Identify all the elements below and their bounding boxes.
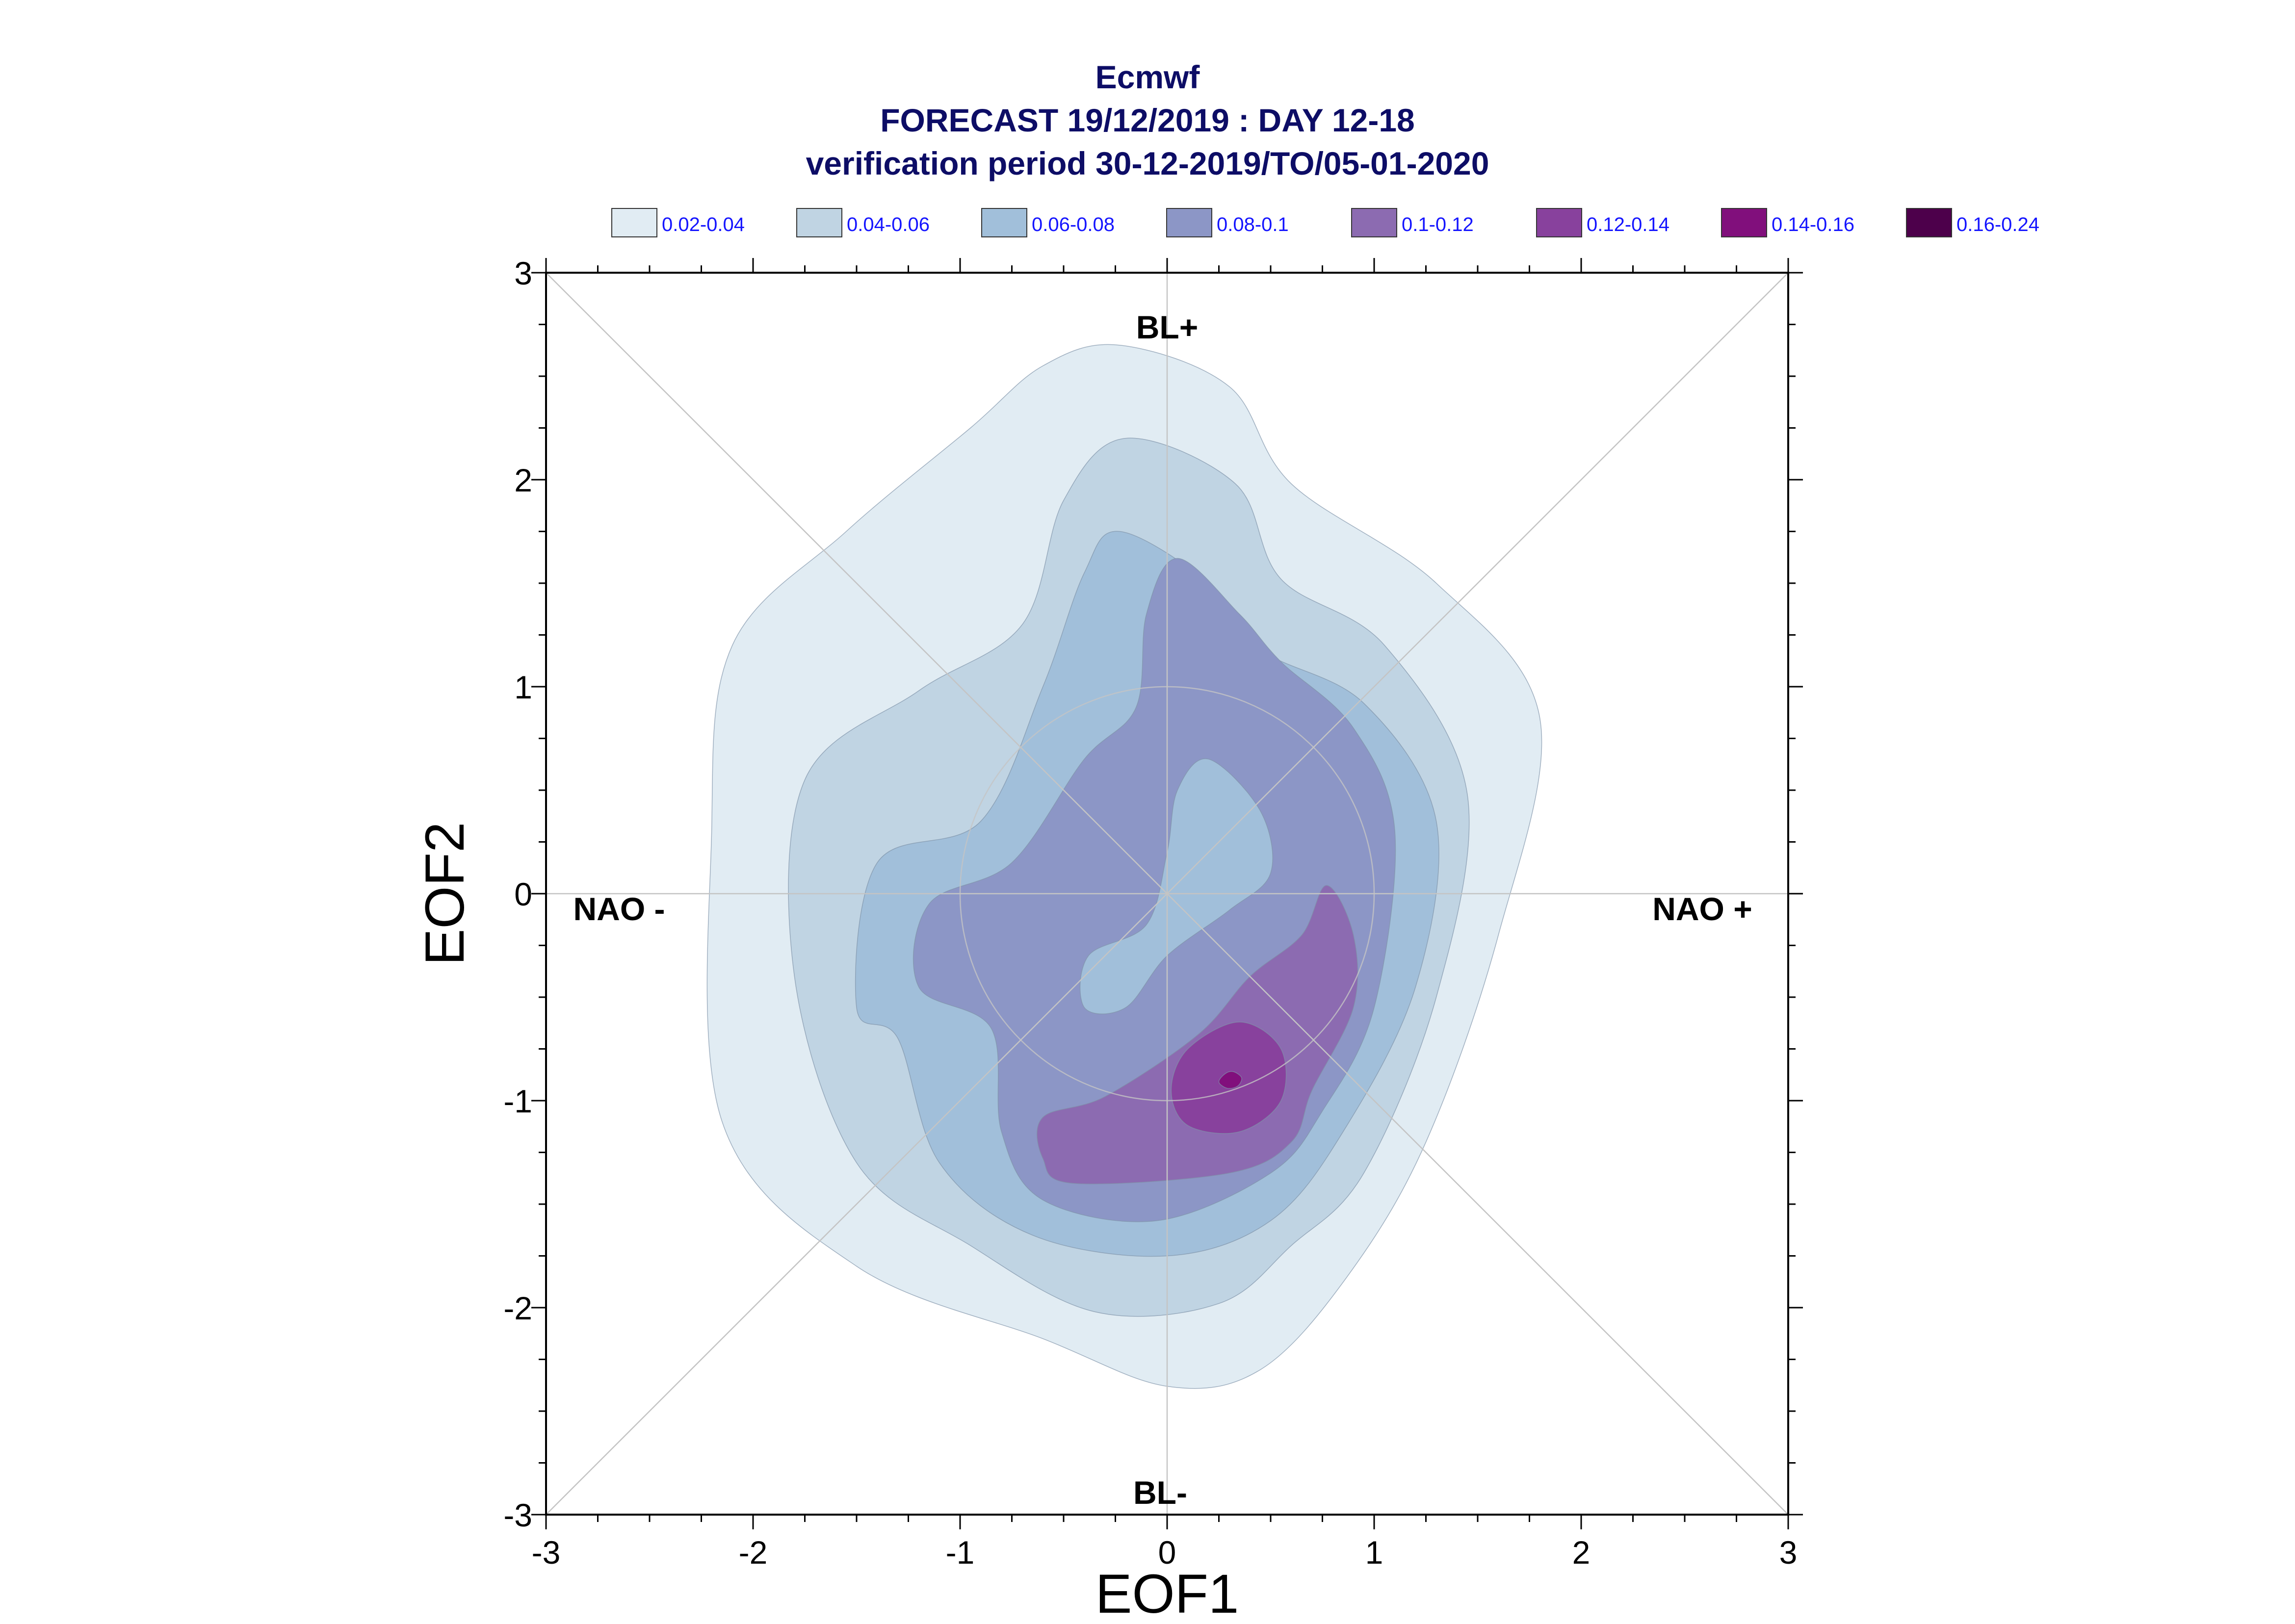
legend: 0.02-0.04 0.04-0.06 0.06-0.08 0.08-0.1 0.1-0… [611,208,2039,237]
x-tick-label: -3 [532,1534,561,1571]
density-contours [706,344,1542,1389]
regime-label-bl-minus: BL- [1133,1474,1187,1511]
y-tick-label: -2 [503,1290,532,1326]
title-line-1: Ecmwf [1095,59,1200,95]
x-axis-title: EOF1 [1095,1563,1239,1624]
grid-lines [546,272,1789,1515]
legend-label: 0.08-0.1 [1217,214,1289,235]
chart-title: Ecmwf FORECAST 19/12/2019 : DAY 12-18 ve… [806,59,1489,181]
y-tick-label: -3 [503,1497,532,1533]
y-axis-title: EOF2 [414,822,475,966]
legend-swatch [1351,208,1397,237]
regime-label-nao-minus: NAO - [574,891,665,927]
legend-label: 0.12-0.14 [1587,214,1669,235]
y-tick-label: 1 [514,669,532,705]
contour-0.14-0.16 [1218,1071,1242,1089]
y-tick-label: 3 [514,255,532,291]
regime-label-nao-plus: NAO + [1652,891,1752,927]
title-line-3: verification period 30-12-2019/TO/05-01-… [806,145,1489,181]
unit-circle [959,686,1375,1102]
legend-swatch [796,208,842,237]
legend-swatch [981,208,1027,237]
y-tick-label: -1 [503,1083,532,1119]
legend-swatch [1721,208,1767,237]
x-tick-label: 3 [1779,1534,1798,1571]
legend-swatch [611,208,657,237]
x-tick-label: 0 [1158,1534,1176,1571]
x-tick-label: -2 [739,1534,768,1571]
legend-label: 0.04-0.06 [847,214,930,235]
legend-label: 0.16-0.24 [1956,214,2039,235]
legend-swatch [1536,208,1582,237]
x-tick-label: 1 [1365,1534,1383,1571]
regime-label-bl-plus: BL+ [1136,309,1199,345]
x-tick-label: -1 [946,1534,975,1571]
legend-label: 0.14-0.16 [1772,214,1854,235]
title-line-2: FORECAST 19/12/2019 : DAY 12-18 [880,102,1415,138]
legend-swatch [1906,208,1952,237]
x-tick-label: 2 [1572,1534,1591,1571]
contour-0.1-0.12 [1036,885,1358,1185]
legend-label: 0.02-0.04 [662,214,745,235]
legend-label: 0.06-0.08 [1032,214,1115,235]
legend-swatch [1166,208,1212,237]
legend-label: 0.1-0.12 [1402,214,1474,235]
axis-ticks: -3 -2 -1 0 1 2 3 -3 -2 -1 0 1 2 3 [503,255,1803,1571]
y-tick-label: 2 [514,462,532,498]
y-tick-label: 0 [514,876,532,912]
